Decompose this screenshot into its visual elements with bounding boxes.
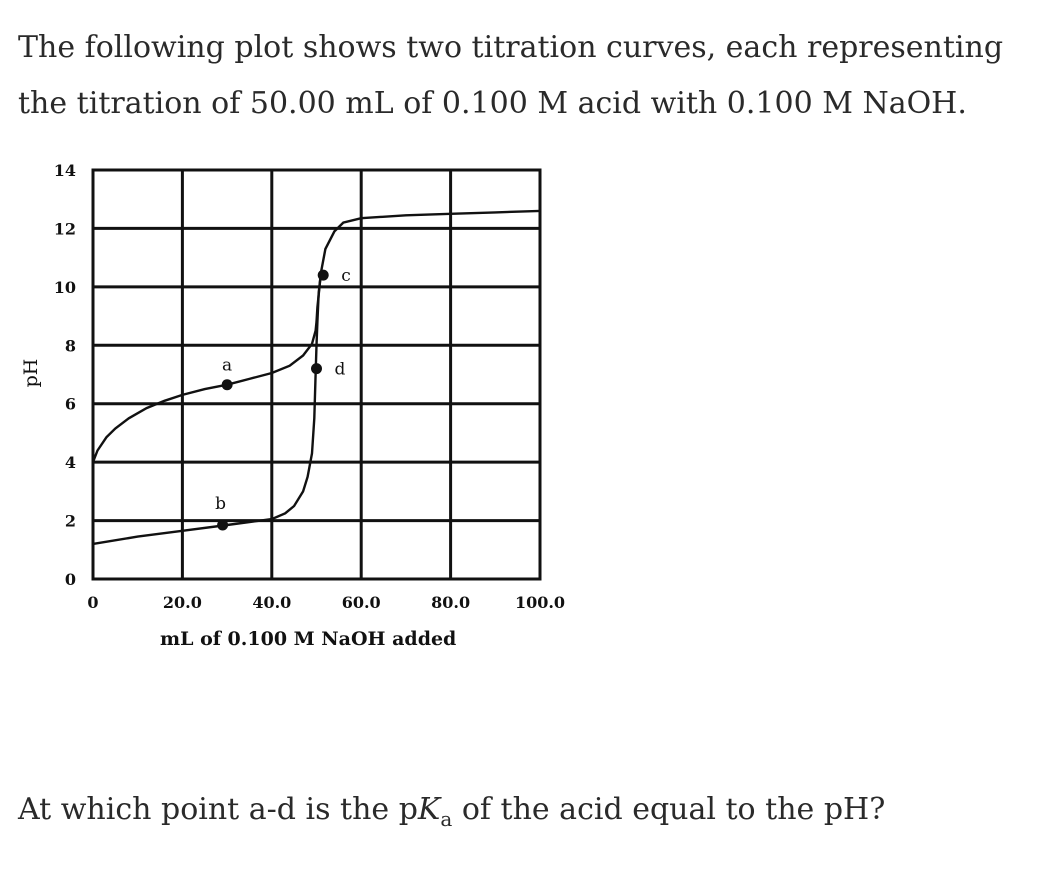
point-d-marker: [311, 363, 322, 375]
x-tick-label: 60.0: [342, 593, 381, 612]
y-tick-label: 6: [65, 395, 76, 414]
x-tick-label: 100.0: [515, 593, 565, 612]
question-intro: The following plot shows two titration c…: [18, 30, 1004, 121]
y-tick-label: 4: [65, 453, 76, 472]
prompt-text-after: of the acid equal to the pH?: [452, 792, 886, 827]
point-c-marker: [317, 269, 329, 281]
y-tick-label: 8: [65, 336, 76, 355]
point-b-label: b: [215, 494, 226, 514]
x-tick-label: 40.0: [252, 593, 291, 612]
point-c-label: c: [341, 266, 351, 286]
y-tick-label: 2: [65, 512, 76, 531]
question-prompt: At which point a-d is the pKa of the aci…: [18, 788, 1028, 841]
y-tick-label: 12: [54, 219, 76, 238]
y-tick-label: 10: [54, 278, 76, 297]
y-tick-label: 14: [54, 161, 76, 180]
x-tick-label: 80.0: [431, 593, 470, 612]
prompt-variable: K: [417, 792, 441, 827]
point-a-label: a: [222, 356, 232, 376]
titration-curve-1: [91, 209, 541, 463]
y-tick-label: 0: [65, 570, 76, 589]
x-tick-label: 0: [87, 593, 98, 612]
titration-curve-2: [92, 272, 323, 546]
chart-points: a b c d: [215, 266, 351, 531]
prompt-subscript: a: [440, 807, 453, 831]
x-tick-label: 20.0: [163, 593, 202, 612]
point-a-marker: [221, 379, 233, 391]
point-d-label: d: [335, 360, 346, 380]
chart-curves: [91, 209, 541, 546]
prompt-text-before: At which point a-d is the p: [18, 792, 418, 827]
point-b-marker: [217, 519, 229, 531]
y-axis-label: pH: [20, 359, 42, 388]
plot-frame: [91, 168, 542, 581]
x-axis-label: mL of 0.100 M NaOH added: [160, 628, 456, 650]
chart-tick-labels: 0 2 4 6 8 10 12 14 0 20.0 40.0 60.0 80.0 100.0: [54, 161, 565, 612]
